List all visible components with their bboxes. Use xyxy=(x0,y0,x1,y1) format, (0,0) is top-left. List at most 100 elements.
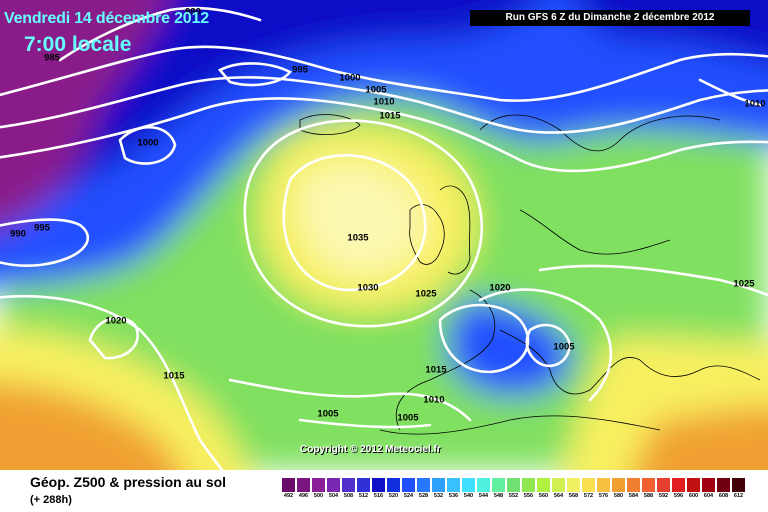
legend-entry: 564 xyxy=(552,478,565,506)
legend-value: 548 xyxy=(493,493,504,499)
legend-entry: 500 xyxy=(312,478,325,506)
legend-entry: 604 xyxy=(702,478,715,506)
legend-swatch xyxy=(447,478,460,492)
legend-entry: 580 xyxy=(612,478,625,506)
legend-swatch xyxy=(582,478,595,492)
isobar-label: 1005 xyxy=(553,341,575,353)
legend-value: 520 xyxy=(388,493,399,499)
legend-value: 588 xyxy=(643,493,654,499)
legend-value: 580 xyxy=(613,493,624,499)
forecast-hour: (+ 288h) xyxy=(30,494,72,506)
legend-swatch xyxy=(477,478,490,492)
isobar-label: 1025 xyxy=(415,288,437,300)
copyright-notice: Copyright © 2012 Meteociel.fr xyxy=(300,444,441,455)
legend-entry: 592 xyxy=(657,478,670,506)
legend-entry: 560 xyxy=(537,478,550,506)
legend-value: 564 xyxy=(553,493,564,499)
legend-value: 528 xyxy=(418,493,429,499)
legend-swatch xyxy=(507,478,520,492)
legend-value: 552 xyxy=(508,493,519,499)
local-time: 7:00 locale xyxy=(24,33,132,56)
legend-value: 584 xyxy=(628,493,639,499)
legend-entry: 612 xyxy=(732,478,745,506)
legend-swatch xyxy=(537,478,550,492)
legend-swatch xyxy=(702,478,715,492)
legend-value: 556 xyxy=(523,493,534,499)
legend-swatch xyxy=(657,478,670,492)
legend-entry: 608 xyxy=(717,478,730,506)
legend-value: 604 xyxy=(703,493,714,499)
legend-value: 508 xyxy=(343,493,354,499)
legend-swatch xyxy=(387,478,400,492)
isobar-label: 1015 xyxy=(379,110,401,122)
legend-value: 512 xyxy=(358,493,369,499)
isobar-label: 1010 xyxy=(744,98,766,110)
legend-entry: 548 xyxy=(492,478,505,506)
legend-entry: 596 xyxy=(672,478,685,506)
legend-value: 500 xyxy=(313,493,324,499)
legend-value: 568 xyxy=(568,493,579,499)
legend-value: 524 xyxy=(403,493,414,499)
isobar-label: 1010 xyxy=(423,394,445,406)
legend-swatch xyxy=(732,478,745,492)
isobar-label: 1000 xyxy=(137,137,159,149)
isobar-label: 1005 xyxy=(365,84,387,96)
legend-entry: 536 xyxy=(447,478,460,506)
legend-swatch xyxy=(492,478,505,492)
isobar-label: 990 xyxy=(185,6,201,18)
legend-entry: 588 xyxy=(642,478,655,506)
isobar-label: 1020 xyxy=(105,315,127,327)
legend-swatch xyxy=(552,478,565,492)
legend-swatch xyxy=(567,478,580,492)
isobar-label: 985 xyxy=(44,52,60,64)
legend-value: 608 xyxy=(718,493,729,499)
isobar-label: 995 xyxy=(34,222,50,234)
legend-entry: 516 xyxy=(372,478,385,506)
legend-entry: 540 xyxy=(462,478,475,506)
isobar-label: 1020 xyxy=(489,282,511,294)
legend-entry: 584 xyxy=(627,478,640,506)
legend-value: 536 xyxy=(448,493,459,499)
legend-entry: 504 xyxy=(327,478,340,506)
isobar-label: 1005 xyxy=(397,412,419,424)
legend-swatch xyxy=(327,478,340,492)
legend-entry: 568 xyxy=(567,478,580,506)
legend-value: 592 xyxy=(658,493,669,499)
legend-value: 496 xyxy=(298,493,309,499)
legend-swatch xyxy=(357,478,370,492)
legend-swatch xyxy=(297,478,310,492)
footer-bar: Géop. Z500 & pression au sol (+ 288h) 49… xyxy=(0,470,768,512)
legend-entry: 556 xyxy=(522,478,535,506)
legend-entry: 524 xyxy=(402,478,415,506)
legend-swatch xyxy=(312,478,325,492)
legend-entry: 492 xyxy=(282,478,295,506)
legend-swatch xyxy=(627,478,640,492)
isobar-label: 1015 xyxy=(425,364,447,376)
isobar-label: 1030 xyxy=(357,282,379,294)
legend-value: 540 xyxy=(463,493,474,499)
legend-value: 560 xyxy=(538,493,549,499)
legend-entry: 520 xyxy=(387,478,400,506)
legend-entry: 512 xyxy=(357,478,370,506)
isobars xyxy=(0,6,768,470)
legend-swatch xyxy=(402,478,415,492)
legend-swatch xyxy=(372,478,385,492)
legend-value: 596 xyxy=(673,493,684,499)
legend-value: 516 xyxy=(373,493,384,499)
legend-swatch xyxy=(687,478,700,492)
legend-swatch xyxy=(522,478,535,492)
legend-entry: 600 xyxy=(687,478,700,506)
isobar-label: 1005 xyxy=(317,408,339,420)
legend-swatch xyxy=(342,478,355,492)
valid-date: Vendredi 14 décembre 2012 xyxy=(4,10,209,27)
legend-value: 572 xyxy=(583,493,594,499)
legend-value: 532 xyxy=(433,493,444,499)
legend-swatch xyxy=(717,478,730,492)
legend-swatch xyxy=(642,478,655,492)
legend-entry: 576 xyxy=(597,478,610,506)
legend-entry: 528 xyxy=(417,478,430,506)
legend-swatch xyxy=(672,478,685,492)
legend-entry: 532 xyxy=(432,478,445,506)
isobar-label: 1025 xyxy=(733,278,755,290)
